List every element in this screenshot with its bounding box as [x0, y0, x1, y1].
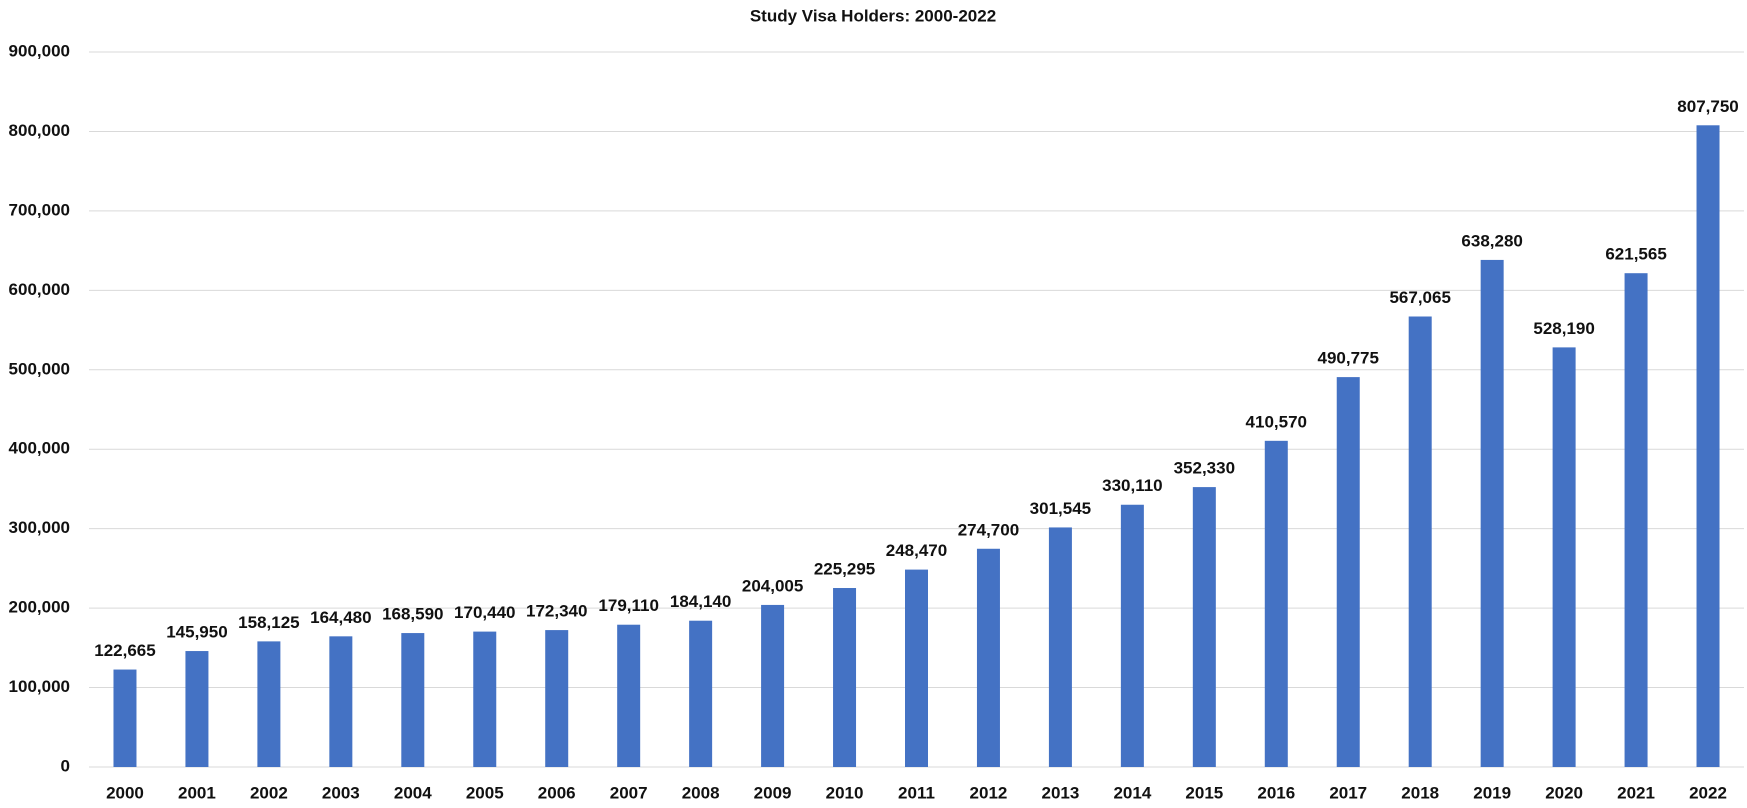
x-tick-label: 2010: [826, 783, 864, 802]
data-label: 225,295: [814, 560, 875, 579]
data-label: 567,065: [1389, 288, 1450, 307]
x-tick-label: 2014: [1113, 783, 1151, 802]
bar: [761, 604, 785, 767]
data-label: 172,340: [526, 602, 587, 621]
bar: [329, 636, 353, 767]
x-tick-label: 2013: [1041, 783, 1079, 802]
y-tick-label: 400,000: [9, 439, 70, 458]
x-tick-label: 2022: [1689, 783, 1727, 802]
data-label: 204,005: [742, 576, 803, 595]
x-tick-label: 2012: [970, 783, 1008, 802]
data-label: 145,950: [166, 623, 227, 642]
x-tick-label: 2019: [1473, 783, 1511, 802]
bar: [905, 569, 928, 767]
data-label: 490,775: [1318, 349, 1379, 368]
x-tick-label: 2017: [1329, 783, 1367, 802]
y-tick-label: 600,000: [9, 280, 70, 299]
x-tick-label: 2021: [1617, 783, 1655, 802]
data-label: 179,110: [598, 596, 659, 615]
data-label: 638,280: [1461, 231, 1522, 250]
x-tick-label: 2011: [898, 783, 935, 802]
bar: [1048, 527, 1072, 767]
x-tick-label: 2001: [178, 783, 216, 802]
bar: [1120, 504, 1144, 767]
data-label: 164,480: [310, 608, 371, 627]
data-label: 352,330: [1174, 459, 1235, 478]
y-tick-label: 700,000: [9, 200, 70, 219]
y-tick-label: 800,000: [9, 121, 70, 140]
y-tick-label: 200,000: [9, 598, 70, 617]
data-label: 184,140: [670, 592, 731, 611]
bar: [401, 633, 425, 767]
x-tick-label: 2008: [682, 783, 720, 802]
bar: [833, 588, 857, 767]
data-label: 301,545: [1030, 499, 1091, 518]
bar: [1696, 125, 1720, 768]
x-tick-label: 2000: [106, 783, 144, 802]
data-label: 168,590: [382, 605, 443, 624]
bar: [1480, 259, 1504, 767]
data-label: 330,110: [1102, 476, 1163, 495]
x-tick-label: 2005: [466, 783, 504, 802]
x-tick-label: 2007: [610, 783, 648, 802]
data-label: 170,440: [454, 603, 515, 622]
data-label: 410,570: [1246, 412, 1307, 431]
data-label: 158,125: [238, 613, 299, 632]
data-label: 807,750: [1677, 97, 1738, 116]
bar: [473, 631, 497, 767]
y-tick-label: 0: [61, 756, 70, 775]
data-label: 122,665: [94, 641, 155, 660]
x-tick-label: 2009: [754, 783, 792, 802]
bar: [1264, 440, 1288, 767]
bar: [1192, 487, 1216, 767]
x-tick-label: 2004: [394, 783, 432, 802]
data-label: 274,700: [958, 520, 1019, 539]
bar: [257, 641, 281, 767]
x-tick-label: 2002: [250, 783, 288, 802]
bar: [1624, 273, 1648, 767]
y-tick-label: 300,000: [9, 518, 70, 537]
bar: [617, 624, 641, 767]
x-tick-label: 2018: [1401, 783, 1439, 802]
x-tick-label: 2003: [322, 783, 360, 802]
bar: [976, 548, 1000, 767]
x-tick-label: 2016: [1257, 783, 1295, 802]
bar: [185, 651, 209, 767]
y-tick-label: 100,000: [9, 677, 70, 696]
data-label: 248,470: [886, 541, 947, 560]
bar: [689, 620, 713, 767]
data-label: 621,565: [1605, 245, 1666, 264]
data-label: 528,190: [1533, 319, 1594, 338]
y-tick-label: 900,000: [9, 41, 70, 60]
bar: [545, 630, 569, 767]
bar: [1336, 377, 1360, 767]
bar: [113, 669, 137, 767]
y-tick-label: 500,000: [9, 359, 70, 378]
x-tick-label: 2020: [1545, 783, 1583, 802]
chart-title: Study Visa Holders: 2000-2022: [750, 6, 996, 25]
x-tick-label: 2006: [538, 783, 576, 802]
x-tick-label: 2015: [1185, 783, 1223, 802]
bar: [1408, 316, 1432, 767]
bar: [1552, 347, 1576, 767]
